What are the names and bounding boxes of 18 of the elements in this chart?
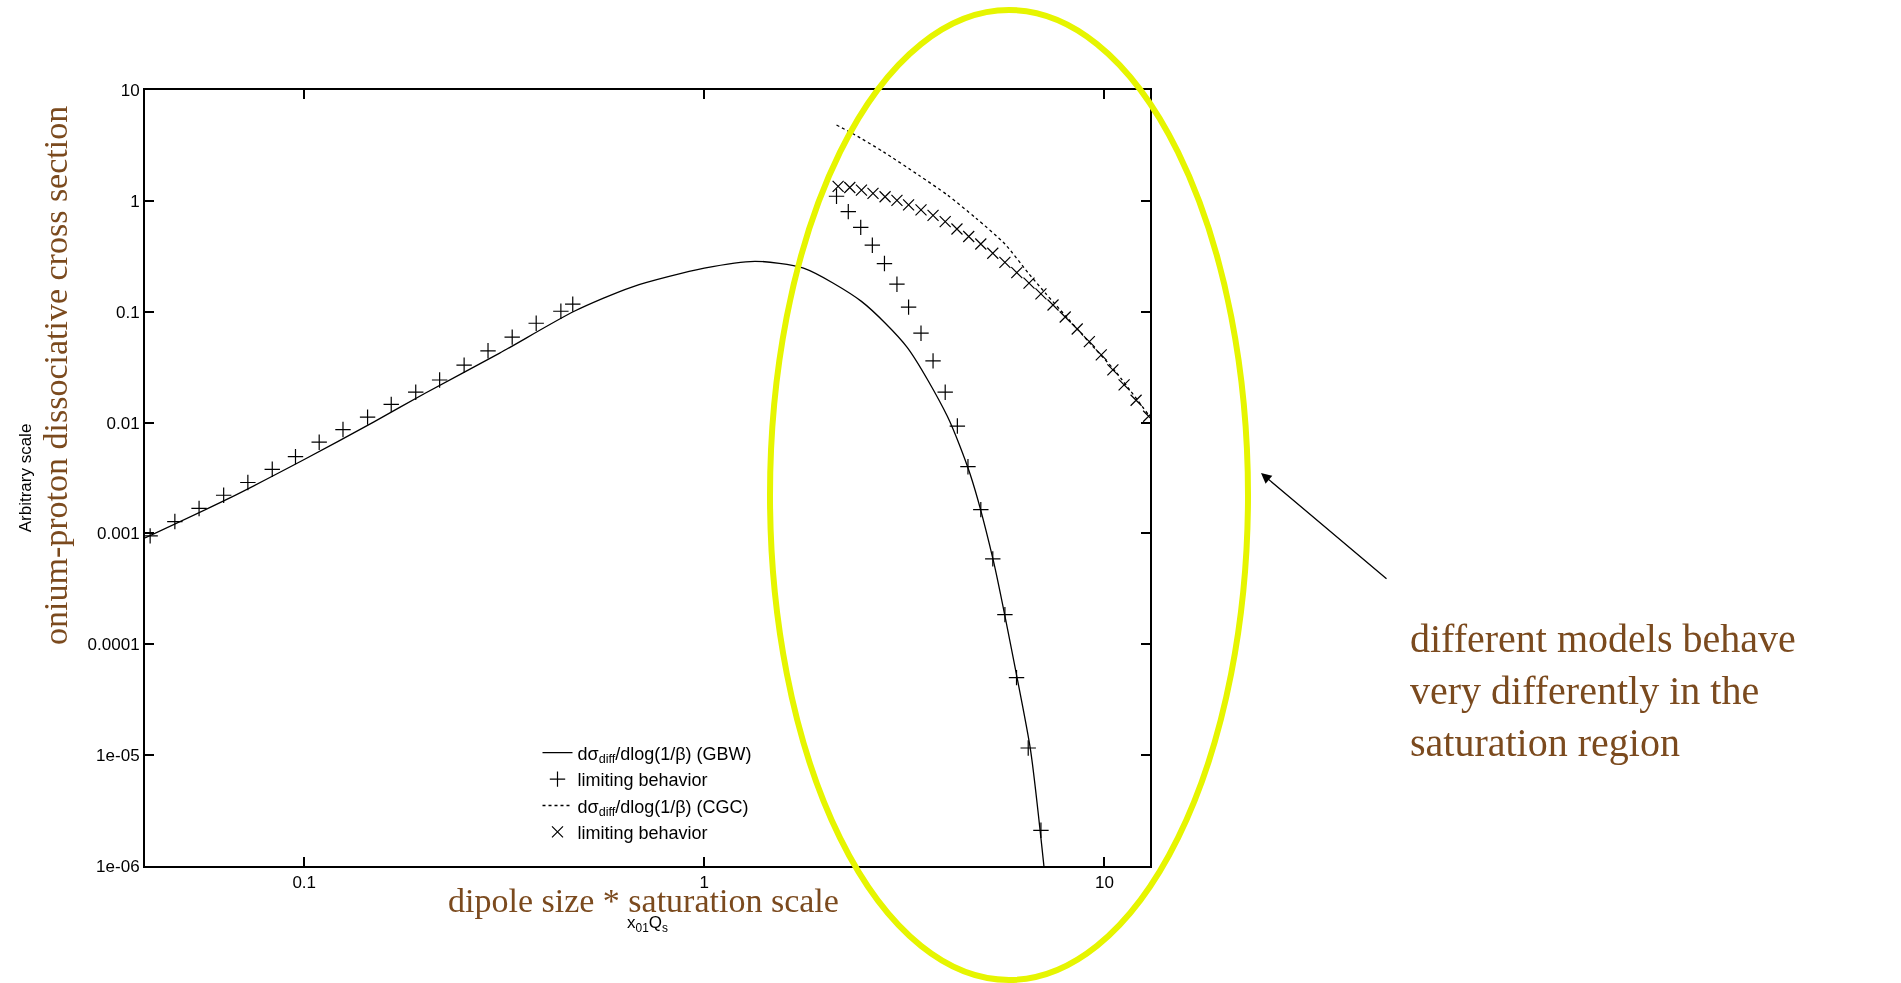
x-tick-label: 10: [1094, 873, 1114, 893]
legend-label: limiting behavior: [577, 770, 708, 791]
y-tick-label: 1e-06: [96, 856, 140, 876]
y-tick-label: 0.0001: [87, 635, 140, 655]
x-tick-label: 0.1: [292, 873, 317, 893]
text: different models behave very differently in the saturation region: [1410, 616, 1796, 765]
text: onium-proton dissociative cross section: [37, 105, 74, 645]
y-axis-title: Arbitrary scale: [15, 423, 35, 533]
legend-label: dσ$_{diff}$/dlog(1/β) (GBW): [577, 743, 752, 767]
y-tick-label: 0.1: [115, 302, 140, 322]
x-tick-label: 1: [699, 873, 710, 893]
legend-label: dσ$_{diff}$/dlog(1/β) (CGC): [577, 796, 749, 820]
y-tick-label: 1e-05: [96, 746, 140, 766]
legend-label: limiting behavior: [577, 822, 708, 843]
y-tick-label: 0.001: [97, 524, 140, 544]
y-tick-label: 1: [130, 191, 140, 211]
y-tick-label: 10: [120, 80, 140, 100]
y-tick-label: 0.01: [106, 413, 140, 433]
